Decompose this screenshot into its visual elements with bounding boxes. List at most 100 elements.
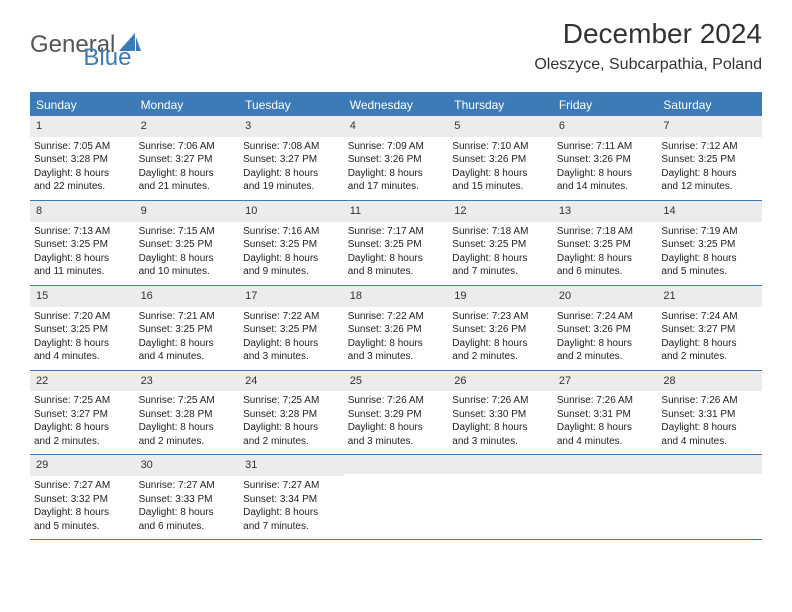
daylight-text: and 17 minutes. <box>348 180 445 194</box>
sunset-text: Sunset: 3:26 PM <box>348 153 445 167</box>
day-cell: 6Sunrise: 7:11 AMSunset: 3:26 PMDaylight… <box>553 116 658 200</box>
day-body: Sunrise: 7:25 AMSunset: 3:27 PMDaylight:… <box>30 391 135 454</box>
day-cell: 18Sunrise: 7:22 AMSunset: 3:26 PMDayligh… <box>344 286 449 370</box>
day-cell: 11Sunrise: 7:17 AMSunset: 3:25 PMDayligh… <box>344 201 449 285</box>
daylight-text: and 5 minutes. <box>661 265 758 279</box>
daylight-text: and 2 minutes. <box>243 435 340 449</box>
day-cell <box>553 455 658 539</box>
daylight-text: Daylight: 8 hours <box>557 252 654 266</box>
day-number: 18 <box>344 286 449 307</box>
day-cell <box>448 455 553 539</box>
day-body: Sunrise: 7:06 AMSunset: 3:27 PMDaylight:… <box>135 137 240 200</box>
day-number: 15 <box>30 286 135 307</box>
daylight-text: and 4 minutes. <box>557 435 654 449</box>
daylight-text: Daylight: 8 hours <box>34 252 131 266</box>
daylight-text: and 2 minutes. <box>557 350 654 364</box>
daylight-text: and 15 minutes. <box>452 180 549 194</box>
day-body: Sunrise: 7:10 AMSunset: 3:26 PMDaylight:… <box>448 137 553 200</box>
daylight-text: and 9 minutes. <box>243 265 340 279</box>
day-body: Sunrise: 7:05 AMSunset: 3:28 PMDaylight:… <box>30 137 135 200</box>
daylight-text: Daylight: 8 hours <box>34 337 131 351</box>
daylight-text: Daylight: 8 hours <box>243 506 340 520</box>
day-body: Sunrise: 7:17 AMSunset: 3:25 PMDaylight:… <box>344 222 449 285</box>
day-cell <box>344 455 449 539</box>
sunrise-text: Sunrise: 7:20 AM <box>34 310 131 324</box>
weekday-header-cell: Thursday <box>448 94 553 116</box>
sunrise-text: Sunrise: 7:06 AM <box>139 140 236 154</box>
day-cell: 23Sunrise: 7:25 AMSunset: 3:28 PMDayligh… <box>135 371 240 455</box>
location-text: Oleszyce, Subcarpathia, Poland <box>534 56 762 74</box>
day-number: 23 <box>135 371 240 392</box>
daylight-text: Daylight: 8 hours <box>348 252 445 266</box>
day-cell: 17Sunrise: 7:22 AMSunset: 3:25 PMDayligh… <box>239 286 344 370</box>
sunset-text: Sunset: 3:33 PM <box>139 493 236 507</box>
day-body: Sunrise: 7:22 AMSunset: 3:25 PMDaylight:… <box>239 307 344 370</box>
day-body: Sunrise: 7:27 AMSunset: 3:33 PMDaylight:… <box>135 476 240 539</box>
day-cell: 28Sunrise: 7:26 AMSunset: 3:31 PMDayligh… <box>657 371 762 455</box>
sunset-text: Sunset: 3:34 PM <box>243 493 340 507</box>
day-number: 9 <box>135 201 240 222</box>
daylight-text: and 3 minutes. <box>348 350 445 364</box>
day-cell: 13Sunrise: 7:18 AMSunset: 3:25 PMDayligh… <box>553 201 658 285</box>
day-number: 12 <box>448 201 553 222</box>
weekday-header-cell: Sunday <box>30 94 135 116</box>
daylight-text: and 4 minutes. <box>661 435 758 449</box>
daylight-text: and 21 minutes. <box>139 180 236 194</box>
day-cell: 2Sunrise: 7:06 AMSunset: 3:27 PMDaylight… <box>135 116 240 200</box>
day-number: 5 <box>448 116 553 137</box>
daylight-text: and 4 minutes. <box>34 350 131 364</box>
day-number: 11 <box>344 201 449 222</box>
sunset-text: Sunset: 3:25 PM <box>243 238 340 252</box>
day-cell: 3Sunrise: 7:08 AMSunset: 3:27 PMDaylight… <box>239 116 344 200</box>
sunrise-text: Sunrise: 7:26 AM <box>348 394 445 408</box>
week-row: 1Sunrise: 7:05 AMSunset: 3:28 PMDaylight… <box>30 116 762 201</box>
day-body: Sunrise: 7:27 AMSunset: 3:32 PMDaylight:… <box>30 476 135 539</box>
daylight-text: Daylight: 8 hours <box>557 337 654 351</box>
day-number: 4 <box>344 116 449 137</box>
sunrise-text: Sunrise: 7:15 AM <box>139 225 236 239</box>
day-body: Sunrise: 7:25 AMSunset: 3:28 PMDaylight:… <box>239 391 344 454</box>
day-cell: 24Sunrise: 7:25 AMSunset: 3:28 PMDayligh… <box>239 371 344 455</box>
daylight-text: Daylight: 8 hours <box>243 252 340 266</box>
sunset-text: Sunset: 3:32 PM <box>34 493 131 507</box>
week-row: 8Sunrise: 7:13 AMSunset: 3:25 PMDaylight… <box>30 201 762 286</box>
sunset-text: Sunset: 3:25 PM <box>139 238 236 252</box>
day-cell: 16Sunrise: 7:21 AMSunset: 3:25 PMDayligh… <box>135 286 240 370</box>
weekday-header-row: SundayMondayTuesdayWednesdayThursdayFrid… <box>30 94 762 116</box>
sunset-text: Sunset: 3:27 PM <box>661 323 758 337</box>
day-number: 6 <box>553 116 658 137</box>
day-number: 29 <box>30 455 135 476</box>
daylight-text: and 19 minutes. <box>243 180 340 194</box>
day-cell: 20Sunrise: 7:24 AMSunset: 3:26 PMDayligh… <box>553 286 658 370</box>
weekday-header-cell: Wednesday <box>344 94 449 116</box>
daylight-text: Daylight: 8 hours <box>139 252 236 266</box>
day-body: Sunrise: 7:08 AMSunset: 3:27 PMDaylight:… <box>239 137 344 200</box>
day-cell: 27Sunrise: 7:26 AMSunset: 3:31 PMDayligh… <box>553 371 658 455</box>
sunset-text: Sunset: 3:26 PM <box>452 323 549 337</box>
day-number: 26 <box>448 371 553 392</box>
day-cell: 9 Sunrise: 7:15 AMSunset: 3:25 PMDaylight… <box>135 201 240 285</box>
sunrise-text: Sunrise: 7:26 AM <box>661 394 758 408</box>
day-cell: 19Sunrise: 7:23 AMSunset: 3:26 PMDayligh… <box>448 286 553 370</box>
sunset-text: Sunset: 3:25 PM <box>557 238 654 252</box>
daylight-text: Daylight: 8 hours <box>348 421 445 435</box>
daylight-text: Daylight: 8 hours <box>452 167 549 181</box>
day-body: Sunrise: 7:22 AMSunset: 3:26 PMDaylight:… <box>344 307 449 370</box>
daylight-text: and 10 minutes. <box>139 265 236 279</box>
daylight-text: and 3 minutes. <box>452 435 549 449</box>
day-cell <box>657 455 762 539</box>
daylight-text: Daylight: 8 hours <box>452 252 549 266</box>
day-body: Sunrise: 7:20 AMSunset: 3:25 PMDaylight:… <box>30 307 135 370</box>
daylight-text: Daylight: 8 hours <box>661 421 758 435</box>
daylight-text: and 2 minutes. <box>139 435 236 449</box>
day-number <box>553 455 658 474</box>
daylight-text: Daylight: 8 hours <box>34 421 131 435</box>
day-cell: 5Sunrise: 7:10 AMSunset: 3:26 PMDaylight… <box>448 116 553 200</box>
daylight-text: Daylight: 8 hours <box>139 167 236 181</box>
weekday-header-cell: Monday <box>135 94 240 116</box>
sunrise-text: Sunrise: 7:25 AM <box>139 394 236 408</box>
sunrise-text: Sunrise: 7:17 AM <box>348 225 445 239</box>
day-cell: 25Sunrise: 7:26 AMSunset: 3:29 PMDayligh… <box>344 371 449 455</box>
day-cell: 10Sunrise: 7:16 AMSunset: 3:25 PMDayligh… <box>239 201 344 285</box>
sunset-text: Sunset: 3:26 PM <box>557 323 654 337</box>
